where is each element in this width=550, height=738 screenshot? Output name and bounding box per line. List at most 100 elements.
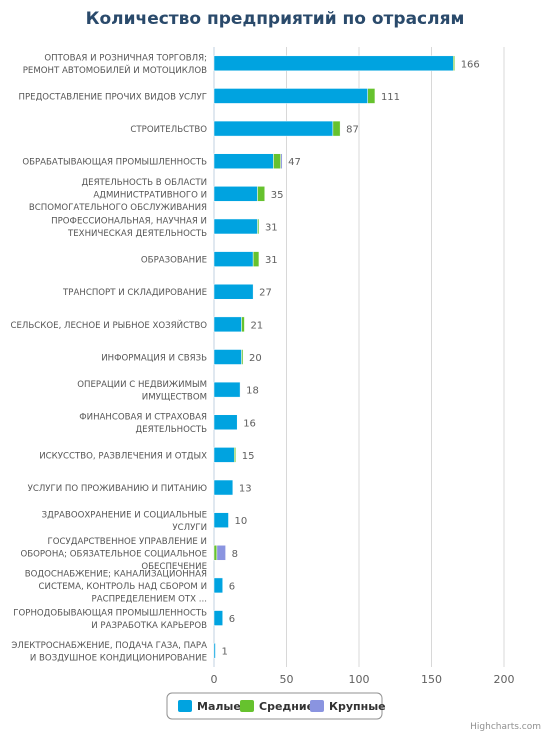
bar-segment[interactable] — [257, 186, 265, 202]
category-label: ГОСУДАРСТВЕННОЕ УПРАВЛЕНИЕ И ОБОРОНА; ОБЯ… — [20, 537, 207, 572]
category-label: СЕЛЬСКОЕ, ЛЕСНОЕ И РЫБНОЕ ХОЗЯЙСТВО — [10, 319, 207, 331]
category-label-line: СТРОИТЕЛЬСТВО — [130, 125, 207, 135]
category-label-line: СЕЛЬСКОЕ, ЛЕСНОЕ И РЫБНОЕ ХОЗЯЙСТВО — [10, 319, 207, 331]
category-label-line: ОПЕРАЦИИ С НЕДВИЖИМЫМ — [77, 380, 207, 390]
data-label: 18 — [246, 386, 259, 397]
legend-box — [166, 692, 383, 720]
bar-segment[interactable] — [234, 447, 237, 463]
category-label-line: И ВОЗДУШНОЕ КОНДИЦИОНИРОВАНИЕ — [30, 653, 207, 663]
legend-swatch[interactable] — [178, 700, 192, 712]
category-label-line: ОБЕСПЕЧЕНИЕ — [141, 562, 207, 572]
bar-segment[interactable] — [213, 414, 238, 431]
bar-segment[interactable] — [213, 316, 242, 333]
data-label: 13 — [239, 484, 252, 495]
legend-item-label[interactable]: Малые — [197, 700, 241, 713]
category-label: ПРОФЕССИОНАЛЬНАЯ, НАУЧНАЯ И ТЕХНИЧЕСКАЯ Д… — [51, 217, 207, 240]
bar-segment[interactable] — [280, 153, 283, 169]
bar-segment[interactable] — [241, 349, 244, 365]
data-label: 27 — [259, 288, 272, 299]
bar-segment[interactable] — [213, 120, 334, 137]
data-label: 10 — [235, 516, 248, 527]
category-label-line: ЭЛЕКТРОСНАБЖЕНИЕ, ПОДАЧА ГАЗА, ПАРА — [11, 641, 207, 651]
category-label-line: И РАЗРАБОТКА КАРЬЕРОВ — [91, 621, 207, 631]
category-label-line: ГОРНОДОБЫВАЮЩАЯ ПРОМЫШЛЕННОСТЬ — [13, 608, 207, 618]
x-tick-label: 100 — [349, 673, 370, 686]
category-label-line: ОБРАБАТЫВАЮЩАЯ ПРОМЫШЛЕННОСТЬ — [22, 158, 207, 168]
legend-item-label[interactable]: Крупные — [329, 700, 386, 713]
bar-segment[interactable] — [213, 545, 218, 561]
bar-segment[interactable] — [213, 283, 254, 300]
legend-swatch[interactable] — [240, 700, 254, 712]
category-label-line: ЗДРАВООХРАНЕНИЕ И СОЦИАЛЬНЫЕ — [42, 510, 207, 520]
data-label: 166 — [461, 59, 480, 70]
data-label: 87 — [346, 125, 359, 136]
bar-segment[interactable] — [216, 545, 226, 561]
data-label: 21 — [250, 320, 263, 331]
category-label-line: ВОДОСНАБЖЕНИЕ; КАНАЛИЗАЦИОННАЯ — [25, 569, 207, 579]
bar-segment[interactable] — [257, 218, 260, 235]
bar-segment[interactable] — [213, 88, 368, 104]
data-label: 6 — [229, 581, 235, 592]
bar-segment[interactable] — [273, 153, 281, 169]
bar-segment[interactable] — [213, 55, 454, 72]
data-labels: 166 111 87 47 35 31 31 27 21 20 18 16 15 13 10 8 6 6 1 — [221, 59, 479, 657]
bar-segment[interactable] — [453, 55, 455, 72]
category-label-line: ДЕЯТЕЛЬНОСТЬ — [135, 425, 207, 435]
bar-segment[interactable] — [213, 218, 258, 235]
category-label-line: ИНФОРМАЦИЯ И СВЯЗЬ — [101, 354, 207, 364]
category-label-line: ТРАНСПОРТ И СКЛАДИРОВАНИЕ — [62, 288, 207, 298]
data-label: 20 — [249, 353, 262, 364]
data-label: 16 — [243, 418, 256, 429]
data-label: 35 — [271, 190, 284, 201]
category-label: ЭЛЕКТРОСНАБЖЕНИЕ, ПОДАЧА ГАЗА, ПАРА И ВОЗ… — [11, 641, 207, 664]
credits-text[interactable]: Highcharts.com — [470, 722, 541, 732]
category-label-line: ТЕХНИЧЕСКАЯ ДЕЯТЕЛЬНОСТЬ — [67, 229, 207, 239]
bar-segment[interactable] — [213, 153, 274, 169]
category-label-line: УСЛУГИ — [172, 523, 207, 533]
bar-segment[interactable] — [213, 642, 216, 659]
category-label: ФИНАНСОВАЯ И СТРАХОВАЯ ДЕЯТЕЛЬНОСТЬ — [79, 413, 207, 436]
category-label: ДЕЯТЕЛЬНОСТЬ В ОБЛАСТИ АДМИНИСТРАТИВНОГО … — [29, 178, 207, 213]
bar-segment[interactable] — [213, 447, 235, 463]
bar-segment[interactable] — [213, 577, 223, 594]
category-label-line: ПРЕДОСТАВЛЕНИЕ ПРОЧИХ ВИДОВ УСЛУГ — [19, 92, 207, 102]
bar-segment[interactable] — [213, 610, 223, 626]
category-label: ГОРНОДОБЫВАЮЩАЯ ПРОМЫШЛЕННОСТЬ И РАЗРАБОТ… — [13, 608, 207, 631]
bar-segment[interactable] — [213, 512, 229, 528]
category-label: ВОДОСНАБЖЕНИЕ; КАНАЛИЗАЦИОННАЯ СИСТЕМА, К… — [25, 569, 207, 604]
bar-segment[interactable] — [213, 186, 258, 202]
data-label: 8 — [232, 549, 238, 560]
category-label: ЗДРАВООХРАНЕНИЕ И СОЦИАЛЬНЫЕ УСЛУГИ — [42, 510, 207, 533]
bar-segment[interactable] — [241, 316, 245, 333]
data-label: 111 — [381, 92, 400, 103]
data-label: 47 — [288, 157, 301, 168]
bar-segment[interactable] — [213, 479, 234, 496]
bar-segment[interactable] — [213, 349, 242, 365]
category-label-line: ДЕЯТЕЛЬНОСТЬ В ОБЛАСТИ — [81, 178, 207, 188]
category-label-line: РАСПРЕДЕЛЕНИЕМ ОТХ ... — [92, 594, 207, 604]
category-label: ОПЕРАЦИИ С НЕДВИЖИМЫМ ИМУЩЕСТВОМ — [77, 380, 207, 403]
legend-item-label[interactable]: Средние — [259, 700, 314, 713]
bar-segment[interactable] — [252, 251, 260, 267]
bar-segment[interactable] — [332, 120, 341, 137]
category-label: ИСКУССТВО, РАЗВЛЕЧЕНИЯ И ОТДЫХ — [39, 451, 207, 461]
legend-swatch[interactable] — [310, 700, 324, 712]
data-label: 15 — [242, 451, 255, 462]
category-label: ТРАНСПОРТ И СКЛАДИРОВАНИЕ — [62, 288, 207, 298]
category-label: ИНФОРМАЦИЯ И СВЯЗЬ — [101, 354, 207, 364]
bar-segment[interactable] — [213, 381, 241, 398]
bar-segment[interactable] — [367, 88, 376, 104]
legend[interactable]: Малые Средние Крупные — [166, 692, 386, 720]
category-label-line: СИСТЕМА, КОНТРОЛЬ НАД СБОРОМ И — [39, 582, 207, 592]
bar-segment[interactable] — [213, 251, 254, 267]
category-label: ОБРАЗОВАНИЕ — [141, 256, 207, 266]
category-label: ПРЕДОСТАВЛЕНИЕ ПРОЧИХ ВИДОВ УСЛУГ — [19, 92, 207, 102]
data-label: 31 — [265, 255, 278, 266]
category-label-line: УСЛУГИ ПО ПРОЖИВАНИЮ И ПИТАНИЮ — [28, 484, 207, 494]
chart-title: Количество предприятий по отраслям — [86, 9, 465, 29]
x-tick-label: 50 — [280, 673, 294, 686]
x-tick-label: 150 — [421, 673, 442, 686]
category-label: УСЛУГИ ПО ПРОЖИВАНИЮ И ПИТАНИЮ — [28, 484, 207, 494]
